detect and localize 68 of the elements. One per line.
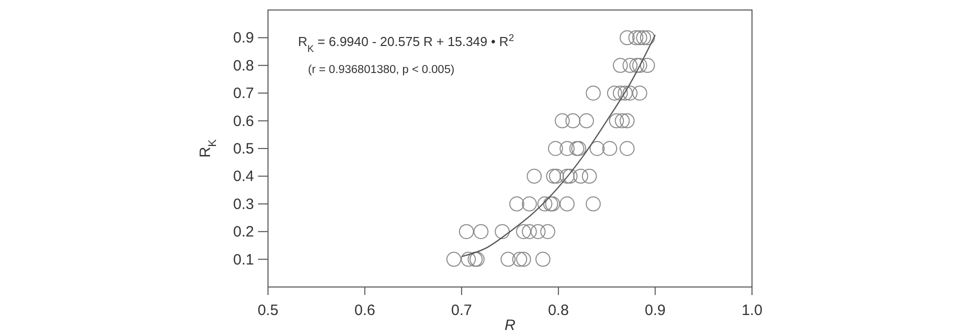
point <box>628 30 644 46</box>
x-tick-label: 0.7 <box>451 302 472 319</box>
point <box>582 168 597 184</box>
point <box>640 58 655 73</box>
point <box>602 141 618 156</box>
x-tick-label: 1.0 <box>742 302 762 319</box>
point <box>554 113 570 128</box>
point <box>620 141 635 156</box>
x-tick-label: 0.6 <box>354 302 376 319</box>
point <box>565 113 580 128</box>
point <box>458 224 474 240</box>
point <box>590 141 605 156</box>
x-axis-title: R <box>504 317 516 334</box>
point <box>636 30 652 46</box>
point <box>612 86 628 101</box>
point <box>640 30 655 46</box>
annotation: (r = 0.936801380, p < 0.005) <box>308 64 455 76</box>
annotation: R$_{K}$ = 6.9940 - 20.575 R + 15.349 • R$^{2}$ <box>298 32 514 54</box>
point <box>622 86 638 101</box>
x-tick-label: 0.9 <box>644 302 666 319</box>
y-tick-label: 0.4 <box>233 168 254 186</box>
y-tick-label: 0.1 <box>233 251 254 268</box>
point <box>614 113 630 128</box>
point <box>620 113 635 128</box>
point <box>560 196 575 212</box>
point <box>632 58 648 73</box>
x-tick-label: 0.5 <box>258 302 278 319</box>
point <box>522 224 537 240</box>
point <box>607 86 622 101</box>
point <box>530 224 546 240</box>
point <box>473 224 488 240</box>
point <box>500 252 516 267</box>
point <box>548 141 563 156</box>
point <box>618 86 633 101</box>
y-tick-label: 0.8 <box>233 57 254 74</box>
point <box>632 30 648 46</box>
point <box>516 224 532 240</box>
y-tick-label: 0.6 <box>233 112 254 130</box>
point <box>608 113 624 128</box>
point <box>612 58 628 73</box>
point <box>620 30 635 46</box>
point <box>512 252 528 267</box>
point <box>537 196 552 212</box>
point <box>629 58 644 73</box>
x-tick-label: 0.8 <box>548 302 569 319</box>
point <box>562 168 578 184</box>
point <box>509 196 524 212</box>
point <box>560 141 575 156</box>
y-tick-label: 0.5 <box>233 140 254 158</box>
y-tick-label: 0.7 <box>233 85 254 102</box>
point <box>526 168 542 184</box>
point <box>632 86 648 101</box>
point <box>540 224 556 240</box>
point <box>522 196 537 212</box>
y-tick-label: 0.2 <box>233 224 254 241</box>
point <box>446 252 462 267</box>
point <box>578 113 594 128</box>
point <box>460 252 476 267</box>
y-tick-label: 0.3 <box>233 196 254 213</box>
point <box>586 196 601 212</box>
point <box>494 224 510 240</box>
point <box>560 168 575 184</box>
y-tick-label: 0.9 <box>233 30 254 47</box>
point <box>586 86 601 101</box>
point <box>516 252 532 267</box>
point <box>622 58 638 73</box>
point <box>535 252 550 267</box>
point <box>573 168 588 184</box>
